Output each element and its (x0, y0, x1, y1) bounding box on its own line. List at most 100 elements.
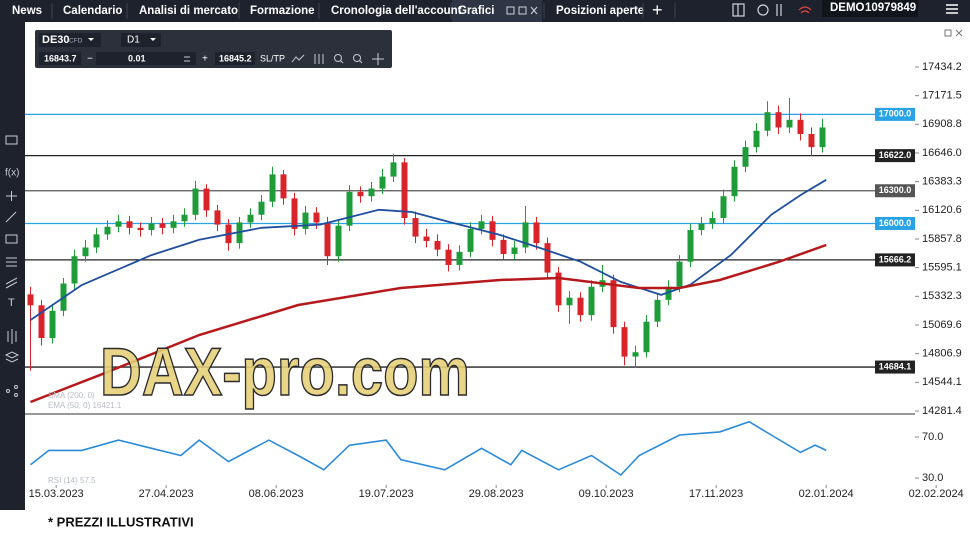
candle-body (335, 225, 342, 257)
candle-body (676, 261, 683, 287)
candle-body (753, 130, 760, 148)
symbol-kind: CFD (69, 38, 83, 45)
moving-average (29, 179, 827, 321)
x-tick-label: 29.08.2023 (469, 488, 524, 500)
footer-note: * PREZZI ILLUSTRATIVI (48, 514, 194, 529)
y-tick-label: 15857.8 (922, 233, 962, 245)
y-tick-label: 15595.1 (922, 262, 962, 274)
moving-average (30, 243, 827, 404)
nav-icons[interactable] (732, 3, 812, 17)
candle-body (115, 221, 122, 227)
ask-box[interactable] (215, 52, 255, 65)
candle-body (412, 218, 419, 237)
volume-box[interactable] (96, 52, 196, 65)
candle-body (665, 286, 672, 300)
nav-tab[interactable]: Analisi di mercato (139, 5, 238, 17)
candle-body (742, 147, 749, 167)
symbol-select[interactable] (39, 33, 101, 47)
timeframe: D1 (127, 35, 140, 46)
candle-body (148, 223, 155, 231)
x-tick-label: 27.04.2023 (139, 488, 194, 500)
candle-body (137, 227, 144, 231)
sltp-button[interactable]: SL/TP (260, 53, 285, 63)
level-label: 16622.0 (879, 150, 912, 160)
level-label-box (875, 107, 915, 121)
candle-body (610, 280, 617, 328)
account-box[interactable] (822, 0, 918, 17)
pane-controls[interactable] (944, 29, 963, 37)
dropdown-arrow (150, 38, 156, 41)
nav-tab[interactable]: Cronologia dell'account (331, 5, 462, 17)
toolbar-text[interactable]: T (8, 297, 15, 309)
candle-body (203, 188, 210, 211)
candle-body (126, 221, 133, 228)
indicator-pane: 70.0 30.0 (30, 420, 943, 484)
candle-body (49, 310, 56, 339)
account-id: 10979849 (865, 2, 916, 14)
y-tick-label: 15332.3 (922, 290, 962, 302)
x-tick-label: 17.11.2023 (689, 488, 743, 500)
candle-body (786, 119, 793, 128)
candle-body (291, 198, 298, 229)
nav-tab[interactable]: Grafici (458, 5, 494, 17)
candle-body (357, 191, 364, 197)
candle-body (489, 221, 496, 240)
candle-body (797, 119, 804, 135)
candle-body (379, 176, 386, 189)
candle-body (302, 212, 309, 229)
panel-icons[interactable] (184, 53, 384, 65)
bid: 16843.7 (44, 53, 77, 63)
nav-tab[interactable]: Formazione (250, 5, 315, 17)
nav-tab[interactable]: Posizioni aperte (556, 5, 644, 17)
candle-body (324, 222, 331, 257)
candle-body (687, 230, 694, 262)
axis-labels: 17434.2 17171.5 16908.8 16646.0 16383.3 16120… (29, 61, 964, 500)
y-tick-label: 14544.1 (922, 376, 962, 388)
toolbar-icons[interactable] (4, 135, 20, 397)
candle-body (434, 240, 441, 250)
y-tick-label: 14806.9 (922, 348, 962, 360)
candle-body (269, 174, 276, 202)
candle-body (808, 134, 815, 148)
candle-body (478, 221, 485, 229)
candle-body (38, 305, 45, 339)
minus-button[interactable]: − (87, 54, 93, 65)
candle-body (544, 243, 551, 273)
candle-body (71, 256, 78, 284)
level-label: 17000.0 (879, 109, 912, 119)
candle-body (368, 188, 375, 197)
level-label-box (875, 216, 915, 230)
candle-body (621, 327, 628, 357)
candle-body (456, 251, 463, 265)
active-tab[interactable] (452, 0, 542, 22)
x-tick-label: 02.02.2024 (909, 488, 964, 500)
level-label-box (875, 149, 915, 163)
candle-body (401, 162, 408, 219)
plus-button[interactable]: + (202, 54, 208, 65)
menu-icon[interactable] (946, 4, 958, 14)
y-tick-label: 16383.3 (922, 176, 962, 188)
candle-body (445, 249, 452, 265)
x-tick-label: 19.07.2023 (359, 488, 414, 500)
nav-tab[interactable]: News (12, 5, 42, 17)
candle-body (423, 236, 430, 241)
new-tab[interactable]: + (652, 0, 663, 20)
candle-body (192, 188, 199, 215)
toolbar-fx[interactable]: f(x) (5, 168, 19, 179)
nav-tab[interactable]: Calendario (63, 5, 122, 17)
indicator-label: RSI (14) 57.5 (48, 476, 96, 485)
candle-body (93, 234, 100, 248)
timeframe-select[interactable] (121, 33, 161, 47)
x-tick-label: 02.01.2024 (799, 488, 854, 500)
candle-body (522, 222, 529, 248)
bid-box[interactable] (39, 52, 81, 65)
candle-body (511, 247, 518, 255)
candle-body (159, 223, 166, 228)
tab-icons[interactable] (506, 6, 538, 15)
candle-body (775, 112, 782, 128)
watermark: DAX-pro.com (100, 334, 470, 410)
x-tick-label: 09.10.2023 (579, 488, 634, 500)
